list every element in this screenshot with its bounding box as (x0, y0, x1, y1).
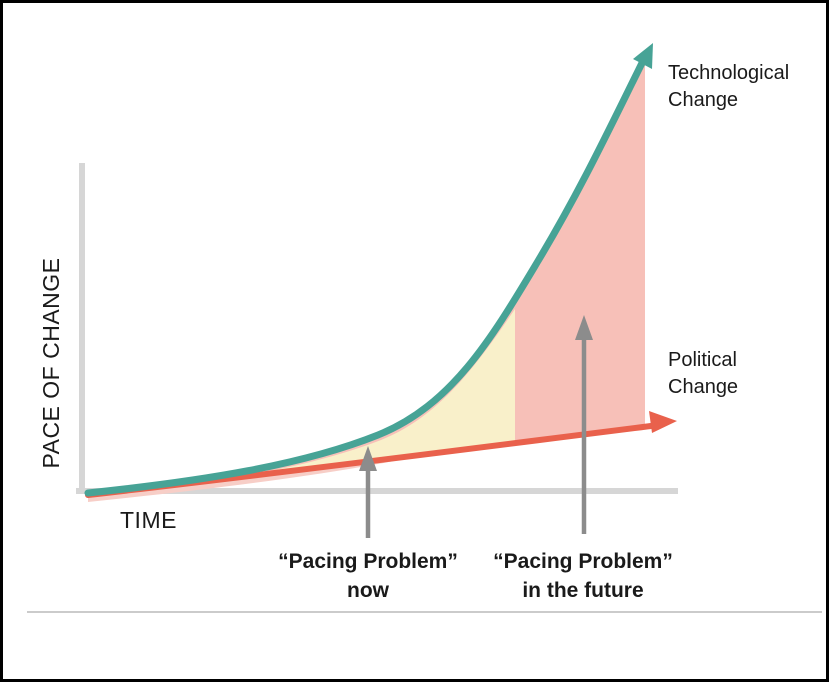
bottom-divider-line (27, 611, 822, 613)
x-axis-line (76, 488, 678, 494)
political-change-label: Political Change (668, 349, 739, 398)
technological-arrowhead-icon (633, 43, 653, 69)
pacing-problem-now-label: “Pacing Problem” now (278, 550, 458, 602)
pacing-problem-future-label: “Pacing Problem” in the future (493, 550, 673, 602)
technological-change-label: Technological Change (668, 62, 790, 111)
technological-change-curve (84, 51, 650, 497)
now-annotation-arrowhead-icon (359, 446, 377, 471)
political-arrowhead-icon (649, 411, 677, 433)
future-gap-area (88, 57, 645, 496)
future-annotation-arrowhead-icon (575, 315, 593, 340)
y-axis-line (79, 163, 85, 493)
x-axis-label: TIME (120, 507, 177, 533)
chart-canvas (76, 43, 678, 538)
y-axis-label: PACE OF CHANGE (38, 257, 64, 469)
now-gap-area (115, 309, 515, 492)
